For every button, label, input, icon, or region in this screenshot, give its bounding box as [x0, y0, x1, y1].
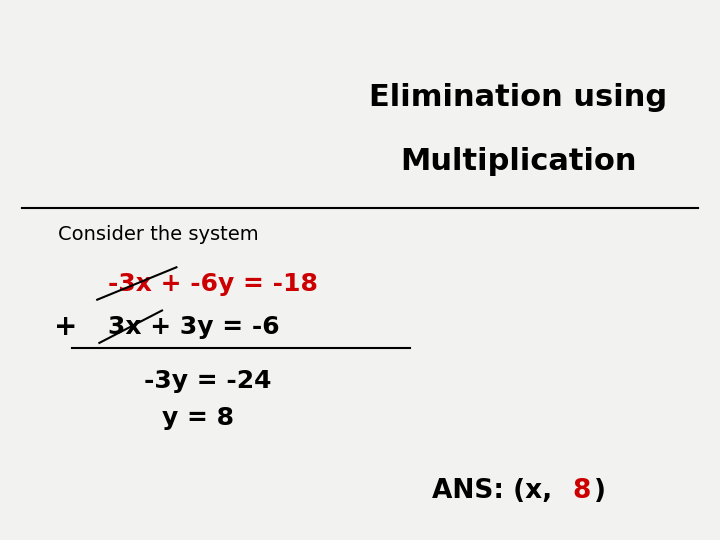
Text: -3y = -24: -3y = -24	[144, 369, 271, 393]
Text: +: +	[54, 313, 77, 341]
Text: 8: 8	[572, 478, 591, 504]
Text: Multiplication: Multiplication	[400, 147, 636, 177]
Text: Elimination using: Elimination using	[369, 83, 667, 112]
Text: Consider the system: Consider the system	[58, 225, 258, 245]
Text: ANS: (x,: ANS: (x,	[432, 478, 562, 504]
Text: ): )	[594, 478, 606, 504]
Text: y = 8: y = 8	[162, 407, 234, 430]
Text: 3x + 3y = -6: 3x + 3y = -6	[108, 315, 279, 339]
Text: -3x + -6y = -18: -3x + -6y = -18	[108, 272, 318, 295]
